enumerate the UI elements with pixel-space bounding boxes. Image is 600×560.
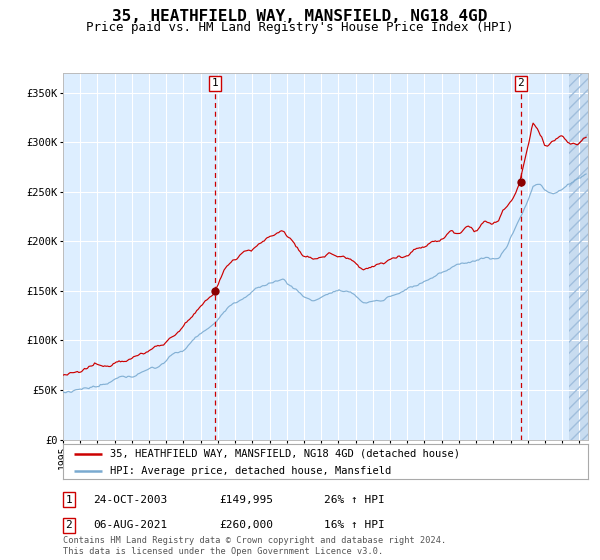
Text: 1: 1 — [211, 78, 218, 88]
Text: 2: 2 — [517, 78, 524, 88]
Text: 1: 1 — [65, 494, 73, 505]
Text: Contains HM Land Registry data © Crown copyright and database right 2024.: Contains HM Land Registry data © Crown c… — [63, 536, 446, 545]
Text: 35, HEATHFIELD WAY, MANSFIELD, NG18 4GD: 35, HEATHFIELD WAY, MANSFIELD, NG18 4GD — [112, 9, 488, 24]
Text: Price paid vs. HM Land Registry's House Price Index (HPI): Price paid vs. HM Land Registry's House … — [86, 21, 514, 34]
Text: £149,995: £149,995 — [219, 494, 273, 505]
Bar — [569, 73, 596, 440]
Text: 2: 2 — [65, 520, 73, 530]
Text: 06-AUG-2021: 06-AUG-2021 — [93, 520, 167, 530]
Text: 35, HEATHFIELD WAY, MANSFIELD, NG18 4GD (detached house): 35, HEATHFIELD WAY, MANSFIELD, NG18 4GD … — [110, 449, 460, 459]
Bar — [569, 73, 596, 440]
Text: 16% ↑ HPI: 16% ↑ HPI — [324, 520, 385, 530]
Text: 24-OCT-2003: 24-OCT-2003 — [93, 494, 167, 505]
Text: £260,000: £260,000 — [219, 520, 273, 530]
Text: 26% ↑ HPI: 26% ↑ HPI — [324, 494, 385, 505]
Text: This data is licensed under the Open Government Licence v3.0.: This data is licensed under the Open Gov… — [63, 547, 383, 556]
Text: HPI: Average price, detached house, Mansfield: HPI: Average price, detached house, Mans… — [110, 466, 392, 476]
